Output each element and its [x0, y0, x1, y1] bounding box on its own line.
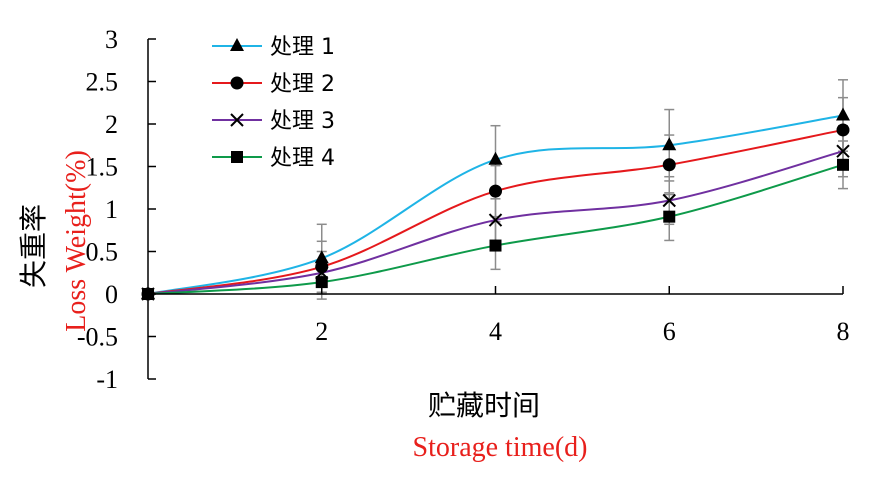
legend-marker-4	[231, 151, 243, 163]
data-point-1	[488, 151, 503, 165]
legend-label-3: 处理 3	[270, 109, 335, 134]
data-point-1	[314, 250, 329, 264]
data-point-2	[489, 184, 502, 198]
series-markers	[141, 107, 850, 301]
legend-marker-1	[230, 38, 244, 51]
y-tick-label: 1.5	[86, 153, 119, 182]
x-tick-label: 2	[315, 317, 328, 346]
x-axis-label-en: Storage time(d)	[413, 432, 588, 463]
y-tick-label: 2.5	[86, 68, 119, 97]
x-tick-label: 6	[663, 317, 676, 346]
legend-label-2: 处理 2	[270, 72, 335, 97]
data-point-2	[836, 123, 850, 137]
legend-marker-3	[230, 113, 244, 127]
x-axis-label-zh: 贮藏时间	[428, 389, 540, 422]
data-point-3	[488, 213, 503, 227]
y-tick-label: 0	[105, 280, 118, 309]
x-tick-label: 8	[837, 317, 850, 346]
data-point-1	[836, 107, 850, 121]
data-point-4	[489, 239, 502, 252]
data-point-4	[663, 210, 676, 223]
y-tick-label: -0.5	[77, 323, 118, 352]
x-tick-label: 4	[489, 317, 502, 346]
y-tick-label: 3	[105, 25, 118, 54]
y-tick-label: 0.5	[86, 238, 119, 267]
data-point-4	[315, 276, 328, 289]
y-tick-label: 2	[105, 110, 118, 139]
legend-label-4: 处理 4	[270, 146, 335, 171]
y-tick-label: -1	[96, 365, 118, 394]
data-point-3	[836, 144, 850, 158]
data-point-1	[662, 137, 677, 151]
data-point-4	[837, 158, 849, 171]
legend: 处理 1 处理 2 处理 3 处理 4	[212, 35, 335, 171]
data-point-2	[662, 158, 676, 172]
data-point-3	[662, 193, 676, 208]
legend-marker-2	[230, 76, 244, 90]
y-ticks: 3 2.5 2 1.5 1 0.5 0 -0.5 -1	[77, 25, 156, 394]
y-tick-label: 1	[105, 195, 118, 224]
x-ticks: 2 4 6 8	[315, 286, 850, 346]
y-axis-label-zh: 失重率	[17, 204, 50, 288]
legend-label-1: 处理 1	[270, 35, 335, 60]
y-axis-label-en: Loss Weight(%)	[61, 150, 92, 332]
